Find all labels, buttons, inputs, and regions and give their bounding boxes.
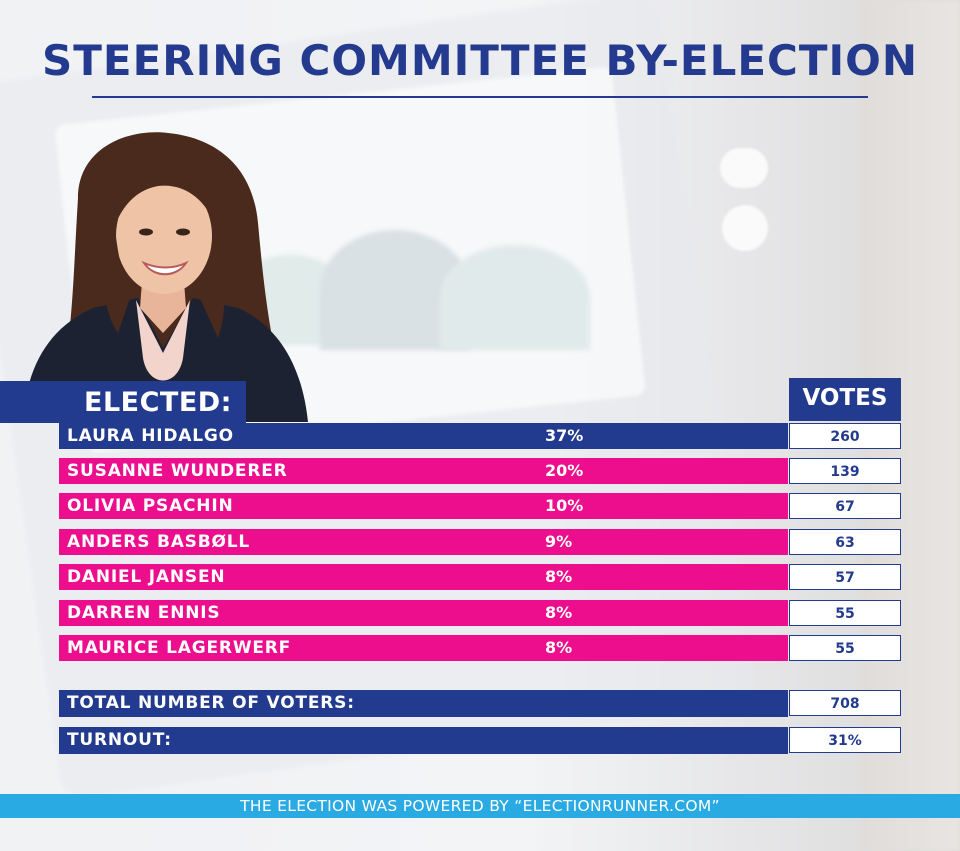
candidate-percent: 10% [545, 496, 584, 515]
candidate-percent: 37% [545, 426, 584, 445]
turnout-row: TURNOUT: [59, 727, 788, 754]
footer-banner: THE ELECTION WAS POWERED BY “ELECTIONRUN… [0, 794, 960, 818]
vote-count: 57 [789, 564, 901, 590]
vote-count-value: 55 [835, 606, 855, 622]
candidate-name: ANDERS BASBØLL [67, 532, 250, 552]
candidate-name: SUSANNE WUNDERER [67, 461, 288, 481]
vote-count-value: 63 [835, 535, 855, 551]
total-voters-box: 708 [789, 690, 901, 716]
votes-header: VOTES [789, 378, 901, 421]
total-voters-label: TOTAL NUMBER OF VOTERS: [67, 693, 355, 713]
vote-count: 139 [789, 458, 901, 484]
vote-count: 55 [789, 635, 901, 661]
candidate-percent: 8% [545, 603, 573, 622]
total-voters-value: 708 [830, 696, 860, 712]
elected-header: ELECTED: [0, 381, 246, 423]
table-row: SUSANNE WUNDERER 20% [59, 458, 788, 484]
total-voters-row: TOTAL NUMBER OF VOTERS: [59, 690, 788, 717]
candidate-percent: 20% [545, 461, 584, 480]
candidate-name: OLIVIA PSACHIN [67, 496, 234, 516]
candidate-name: LAURA HIDALGO [67, 426, 234, 446]
vote-count-value: 55 [835, 641, 855, 657]
vote-count-value: 67 [835, 499, 855, 515]
vote-count-value: 260 [830, 429, 860, 445]
page-title: STEERING COMMITTEE BY-ELECTION [42, 36, 918, 85]
vote-count: 260 [789, 423, 901, 449]
footer-text: THE ELECTION WAS POWERED BY “ELECTIONRUN… [240, 797, 720, 815]
candidate-percent: 8% [545, 638, 573, 657]
vote-count-value: 57 [835, 570, 855, 586]
vote-count-value: 139 [830, 464, 860, 480]
vote-count: 55 [789, 600, 901, 626]
votes-label: VOTES [802, 385, 888, 411]
candidate-percent: 8% [545, 567, 573, 586]
title-underline [92, 96, 868, 98]
table-row: MAURICE LAGERWERF 8% [59, 635, 788, 661]
vote-count: 67 [789, 493, 901, 519]
turnout-box: 31% [789, 727, 901, 753]
candidate-photo [23, 132, 308, 422]
candidate-name: DANIEL JANSEN [67, 567, 226, 587]
table-row: ANDERS BASBØLL 9% [59, 529, 788, 555]
elected-label: ELECTED: [84, 387, 232, 418]
candidate-name: MAURICE LAGERWERF [67, 638, 292, 658]
turnout-value: 31% [828, 733, 862, 749]
table-row: DARREN ENNIS 8% [59, 600, 788, 626]
table-row: DANIEL JANSEN 8% [59, 564, 788, 590]
candidate-name: DARREN ENNIS [67, 603, 221, 623]
turnout-label: TURNOUT: [67, 730, 172, 750]
vote-count: 63 [789, 529, 901, 555]
candidate-percent: 9% [545, 532, 573, 551]
table-row: OLIVIA PSACHIN 10% [59, 493, 788, 519]
table-row: LAURA HIDALGO 37% [59, 423, 788, 449]
